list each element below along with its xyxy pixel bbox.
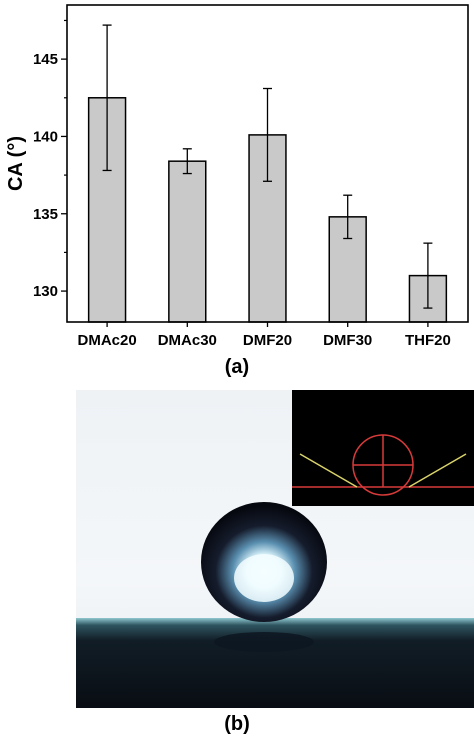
x-tick-label: DMF20 [243, 332, 292, 349]
panel-label-a: (a) [224, 356, 250, 378]
inset-tangent-right [408, 453, 467, 488]
y-tick-label: 140 [33, 128, 58, 145]
inset-contact-angle-fit [292, 390, 474, 506]
droplet-photograph [76, 390, 474, 708]
x-tick-label: THF20 [405, 332, 451, 349]
droplet-reflection [214, 632, 314, 652]
y-tick-label: 145 [33, 51, 58, 68]
contact-angle-bar-chart: DMAc20 DMAc30 DMF20 DMF30 THF20 130 135 140 145 C… [5, 4, 469, 349]
droplet-highlight [234, 554, 294, 602]
x-tick-label: DMF30 [323, 332, 372, 349]
droplet-image [76, 390, 474, 708]
y-tick-label: 130 [33, 283, 58, 300]
x-tick-label: DMAc20 [78, 332, 137, 349]
inset-tangent-left [299, 453, 358, 488]
y-axis-title: CA (°) [5, 136, 27, 191]
y-tick-label: 135 [33, 206, 58, 223]
plot-frame [66, 4, 469, 323]
x-tick-label: DMAc30 [158, 332, 217, 349]
substrate-surface [76, 618, 474, 708]
panel-label-b: (b) [224, 713, 250, 735]
bar-DMAc30 [168, 160, 207, 323]
